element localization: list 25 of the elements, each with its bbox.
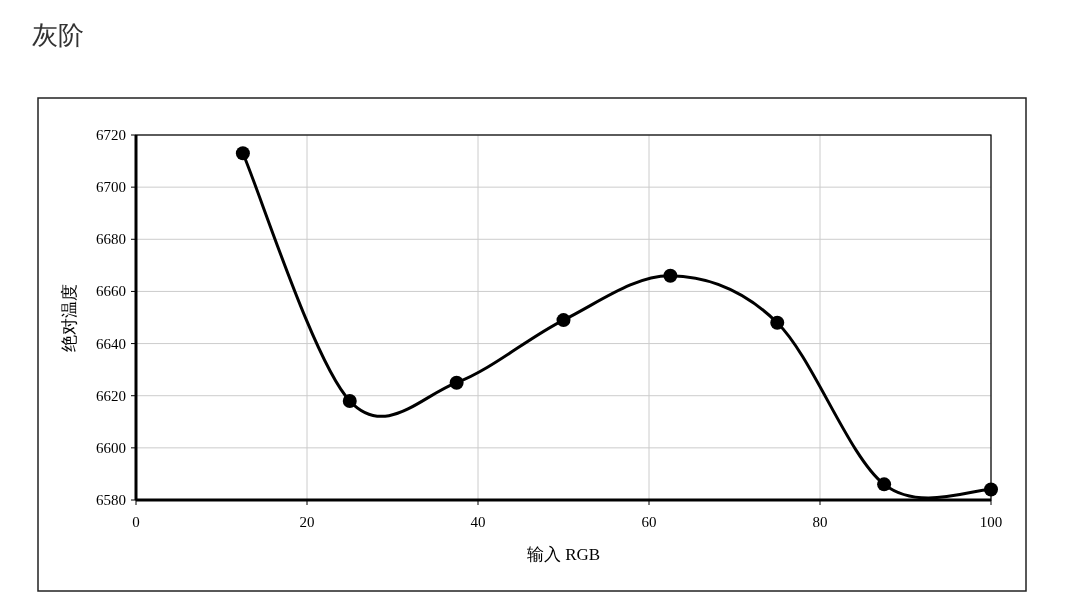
y-tick-label: 6580 [96,492,126,508]
point [770,315,785,330]
chart-title: 灰阶 [32,20,84,50]
x-tick-label: 60 [641,514,657,530]
x-tick-label: 80 [812,514,828,530]
point [984,482,998,497]
x-tick-label: 40 [470,514,486,530]
point [235,146,250,161]
x-tick-label: 20 [299,514,315,530]
y-axis-title: 绝对温度 [60,283,79,352]
y-tick-label: 6720 [96,127,126,143]
point [449,375,464,390]
point [556,313,571,328]
y-tick-label: 6680 [96,231,126,248]
y-tick-label: 6660 [96,283,126,300]
y-tick-label: 6640 [96,335,126,352]
y-tick-label: 6620 [96,387,126,404]
x-tick-label: 0 [132,514,140,530]
x-tick-label: 100 [979,514,1003,530]
x-axis-title: 输入 RGB [526,545,601,564]
y-tick-label: 6600 [96,439,126,456]
point [342,393,357,408]
point [663,268,678,283]
point [877,477,892,492]
y-tick-label: 6700 [96,179,126,196]
